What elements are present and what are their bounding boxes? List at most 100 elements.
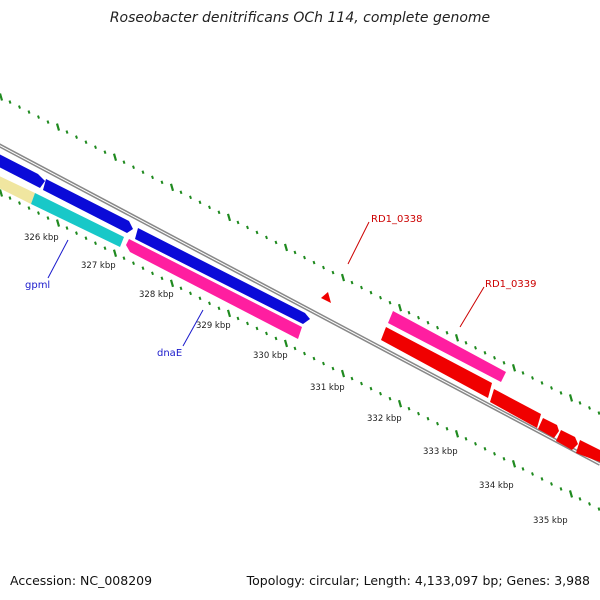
gc-dot-lower (37, 211, 40, 215)
tick-label: 329 kbp (196, 321, 231, 331)
gc-dot-upper (597, 411, 600, 415)
gc-dot-upper (226, 213, 232, 222)
gc-dot-upper (464, 340, 468, 345)
gc-dot-lower (46, 216, 50, 220)
gc-dot-upper (568, 394, 574, 402)
gc-dot-lower (0, 189, 4, 197)
gc-dot-lower (18, 201, 21, 205)
gene-label-gpml[interactable]: gpml (25, 280, 50, 291)
tick-label: 332 kbp (367, 414, 402, 424)
gc-dot-upper (265, 235, 268, 240)
gc-dot-lower (493, 452, 496, 456)
gc-dot-upper (312, 260, 316, 265)
gc-dot-lower (255, 326, 259, 331)
gc-dot-upper (103, 150, 107, 154)
gc-dot-lower (464, 436, 468, 441)
gc-dot-lower (236, 316, 240, 321)
gene-label-RD1_0338[interactable]: RD1_0338 (371, 214, 422, 225)
gc-dot-upper (417, 315, 420, 320)
gc-dot-upper (360, 285, 363, 290)
gene-arrow-blue-1[interactable] (0, 152, 45, 188)
gc-dot-upper (217, 210, 221, 215)
gc-dot-lower (531, 472, 534, 476)
accession-text: Accession: NC_008209 (10, 573, 152, 588)
tick-label: 333 kbp (423, 447, 458, 457)
forward-strand-features (0, 152, 506, 382)
gc-dot-upper (521, 371, 525, 375)
gc-dot-lower (407, 406, 411, 411)
gc-dot-upper (246, 225, 249, 230)
gc-dot-upper (578, 401, 582, 405)
gc-dot-lower (568, 490, 574, 498)
gc-dot-upper (454, 333, 460, 342)
gc-dot-lower (322, 361, 325, 366)
gene-arrow-RD1_0338[interactable] (321, 292, 331, 303)
tick-label: 331 kbp (310, 383, 345, 393)
gc-dot-lower (511, 460, 517, 468)
gc-dot-upper (436, 325, 439, 330)
gc-dot-upper (407, 310, 411, 315)
gene-arrow-red-2[interactable] (490, 389, 541, 428)
gc-dot-lower (379, 391, 382, 396)
gc-dot-upper (322, 265, 325, 270)
gc-dot-upper (283, 243, 289, 252)
gene-arrow-RD1_0339[interactable] (388, 311, 506, 382)
gc-dot-lower (75, 231, 78, 235)
gc-dot-upper (37, 115, 40, 119)
gc-dot-lower (160, 276, 164, 281)
gc-dot-lower (397, 399, 403, 408)
gc-dot-upper (293, 250, 297, 255)
gc-dot-lower (112, 249, 118, 257)
gene-block-cyan[interactable] (31, 193, 124, 247)
gc-dot-lower (483, 446, 487, 451)
tick-label: 326 kbp (24, 233, 59, 243)
gc-dot-lower (540, 477, 544, 481)
gc-dot-upper (0, 93, 4, 101)
tick-label: 327 kbp (81, 261, 116, 271)
gc-dot-upper (94, 145, 97, 149)
leader-RD1_0339 (459, 286, 485, 328)
gene-label-RD1_0339[interactable]: RD1_0339 (485, 279, 536, 290)
gene-arrow-dnaE[interactable] (135, 228, 310, 324)
gc-dot-upper (27, 110, 31, 114)
gc-dot-lower (454, 429, 460, 438)
gc-dot-lower (265, 331, 268, 336)
gc-content-tracks (0, 93, 600, 511)
gc-dot-upper (350, 280, 354, 285)
gene-arrow-red-5[interactable] (576, 440, 600, 462)
gc-dot-lower (217, 306, 221, 311)
gc-dot-upper (84, 140, 88, 144)
gene-arrow-red-1[interactable] (381, 327, 492, 398)
gc-dot-lower (474, 441, 477, 446)
gc-dot-upper (151, 175, 154, 180)
gc-dot-lower (417, 411, 420, 416)
gc-dot-upper (274, 240, 278, 245)
gc-dot-upper (18, 105, 21, 109)
gene-arrow-gpml[interactable] (126, 239, 302, 339)
gene-label-dnaE[interactable]: dnaE (157, 348, 182, 359)
genome-backbone (0, 143, 600, 466)
gc-dot-lower (360, 381, 363, 386)
gc-dot-lower (293, 346, 297, 351)
gc-dot-upper (559, 391, 563, 395)
gene-arrow-blue-2[interactable] (43, 179, 133, 233)
gene-arrow-red-4[interactable] (556, 430, 578, 450)
gc-dot-lower (226, 309, 232, 318)
gc-dot-upper (445, 330, 449, 335)
gc-dot-lower (179, 286, 183, 291)
gene-arrow-red-3[interactable] (538, 418, 559, 438)
gc-dot-lower (8, 196, 12, 200)
gc-dot-lower (103, 246, 107, 250)
gc-dot-upper (112, 153, 118, 161)
backbone-line-highlight (0, 145, 600, 465)
gc-dot-lower (388, 396, 392, 401)
gc-dot-upper (340, 273, 346, 282)
gene-block-yellow[interactable] (0, 174, 35, 204)
gc-dot-upper (483, 350, 487, 355)
gc-dot-upper (208, 205, 211, 210)
gc-dot-lower (559, 487, 563, 491)
position-tick-labels: 326 kbp 327 kbp 328 kbp 329 kbp 330 kbp … (24, 233, 568, 526)
gc-dot-lower (151, 271, 154, 276)
